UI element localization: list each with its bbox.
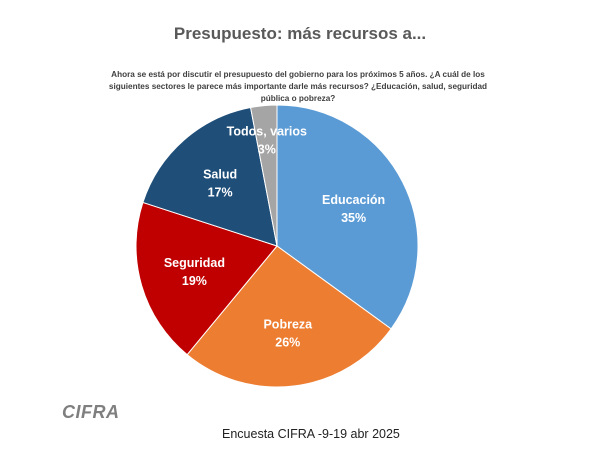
pie-slice-pobreza [186, 245, 392, 388]
pie-slice-educación [276, 104, 419, 330]
pie-slice-seguridad [135, 201, 278, 356]
chart-title: Presupuesto: más recursos a... [173, 24, 427, 43]
source-note: Encuesta CIFRA -9-19 abr 2025 [222, 427, 400, 441]
slice-value-todos-varios: 3% [258, 143, 276, 157]
cifra-logo: CIFRA [62, 402, 120, 422]
slice-label-educación: Educación [322, 193, 385, 207]
slice-label-seguridad: Seguridad [164, 256, 225, 270]
slice-value-salud: 17% [208, 186, 233, 200]
slice-value-seguridad: 19% [182, 274, 207, 288]
slice-value-educación: 35% [341, 211, 366, 225]
slice-value-pobreza: 26% [275, 335, 300, 349]
slice-label-todos-varios: Todos, varios [227, 125, 307, 139]
pie-slice-todos-varios [249, 104, 278, 247]
slice-label-salud: Salud [203, 168, 237, 182]
survey-question: Ahora se está por discutir el presupuest… [108, 70, 488, 103]
pie-slice-salud [142, 106, 278, 247]
slice-label-pobreza: Pobreza [263, 317, 313, 331]
